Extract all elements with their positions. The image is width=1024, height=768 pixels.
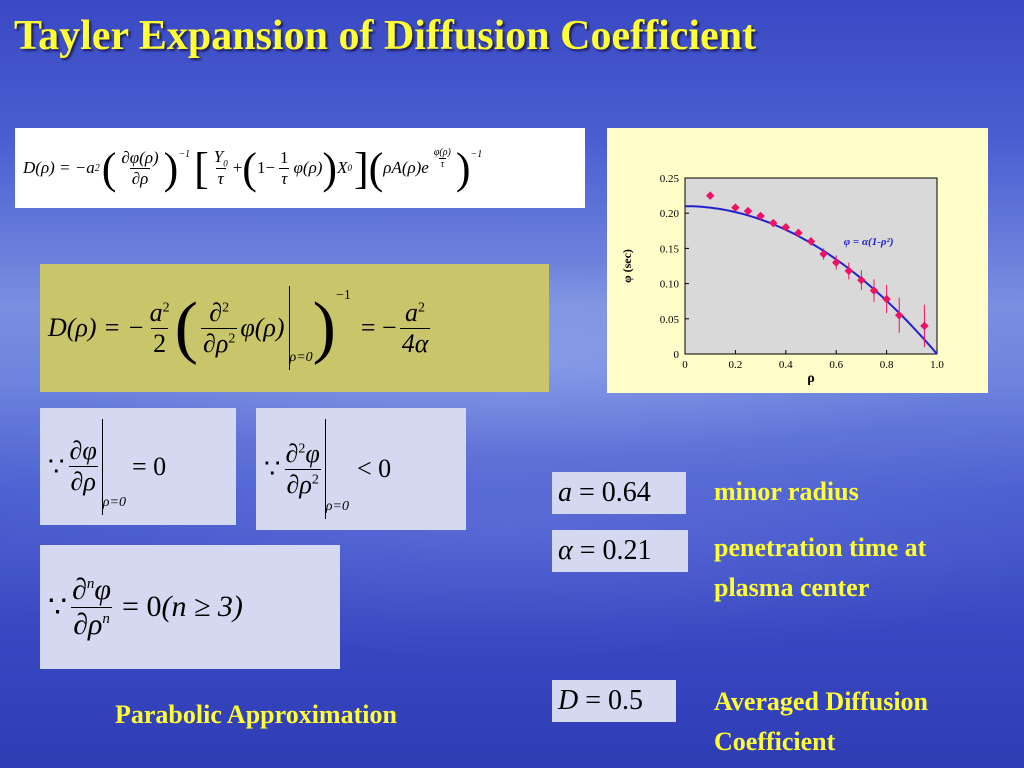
param-a-box: a = 0.64 <box>552 472 686 514</box>
nth-deriv-frac: ∂nφ ∂ρn <box>71 572 112 641</box>
parabolic-a2-4alpha: a2 4α <box>399 297 431 358</box>
data-point <box>920 321 929 331</box>
fit-annotation: φ = α(1-ρ²) <box>844 236 894 248</box>
data-point <box>768 218 778 228</box>
nth-derivative-box: ∵ ∂nφ ∂ρn = 0 (n ≥ 3) <box>40 545 340 669</box>
x-axis-label: ρ <box>807 371 815 386</box>
main-lhs-sup: 2 <box>94 162 100 174</box>
main-exp-frac: φ(ρ) τ <box>433 146 451 170</box>
y-tick-label: 0 <box>674 349 680 361</box>
data-point <box>819 249 828 259</box>
x-tick-label: 0.4 <box>779 359 793 371</box>
y-tick-label: 0.05 <box>660 314 680 326</box>
y-tick-label: 0.25 <box>660 173 680 185</box>
data-point <box>857 275 866 285</box>
data-point <box>831 258 841 267</box>
y-tick-label: 0.10 <box>660 279 680 291</box>
data-point <box>882 294 891 304</box>
param-alpha-box: α = 0.21 <box>552 530 688 572</box>
data-point <box>794 228 803 238</box>
param-d-box: D = 0.5 <box>552 680 676 722</box>
y-tick-label: 0.20 <box>660 208 680 220</box>
main-y0-tau: Y0 τ <box>213 146 228 189</box>
data-point <box>781 223 791 232</box>
chart-svg: 0 0.2 0.4 0.6 0.8 1.0 0 0.05 0.10 0.15 0.20 0.25 ρ φ … <box>620 173 944 386</box>
main-lhs: D(ρ) = −a <box>23 158 95 177</box>
slide-title: Tayler Expansion of Diffusion Coefficien… <box>14 13 757 59</box>
x-tick-label: 1.0 <box>930 359 944 371</box>
y-tick-label: 0.15 <box>660 243 680 255</box>
data-point <box>731 203 740 212</box>
phi-vs-rho-chart: 0 0.2 0.4 0.6 0.8 1.0 0 0.05 0.10 0.15 0.20 0.25 ρ φ … <box>607 128 988 393</box>
main-dphi-drho: ∂φ(ρ) ∂ρ <box>121 147 159 188</box>
first-deriv-frac: ∂φ ∂ρ <box>68 436 98 496</box>
main-one-tau: 1 τ <box>279 147 290 188</box>
second-derivative-box: ∵ ∂2φ ∂ρ2 ρ=0 < 0 <box>256 408 466 530</box>
second-deriv-frac: ∂2φ ∂ρ2 <box>284 438 321 499</box>
main-equation-box: D(ρ) = −a 2 ( ∂φ(ρ) ∂ρ ) −1 [ Y0 τ + ( 1 … <box>15 128 585 208</box>
plot-area <box>684 177 938 355</box>
x-tick-label: 0.8 <box>880 359 894 371</box>
parabolic-d2-drho2: ∂2 ∂ρ2 <box>200 297 238 358</box>
parabolic-equation-box: D(ρ) = − a2 2 ( ∂2 ∂ρ2 φ(ρ) ρ=0 ) −1 = −… <box>40 264 549 392</box>
data-point <box>705 191 715 200</box>
data-point <box>894 311 904 320</box>
first-derivative-box: ∵ ∂φ ∂ρ ρ=0 = 0 <box>40 408 236 525</box>
x-tick-label: 0.6 <box>829 359 843 371</box>
label-parabolic-approximation: Parabolic Approximation <box>115 700 397 729</box>
parabolic-a2-2: a2 2 <box>149 297 170 358</box>
x-tick-label: 0 <box>682 359 688 371</box>
label-minor-radius: minor radius <box>714 477 859 506</box>
label-averaged-diffusion: Averaged Diffusion Coefficient <box>714 687 929 756</box>
main-exp1: −1 <box>178 148 191 160</box>
y-axis-label: φ (sec) <box>620 249 634 283</box>
x-tick-label: 0.2 <box>729 359 743 371</box>
data-point <box>844 266 854 276</box>
label-penetration-time: penetration time at plasma center <box>714 533 927 602</box>
data-point <box>756 211 765 221</box>
